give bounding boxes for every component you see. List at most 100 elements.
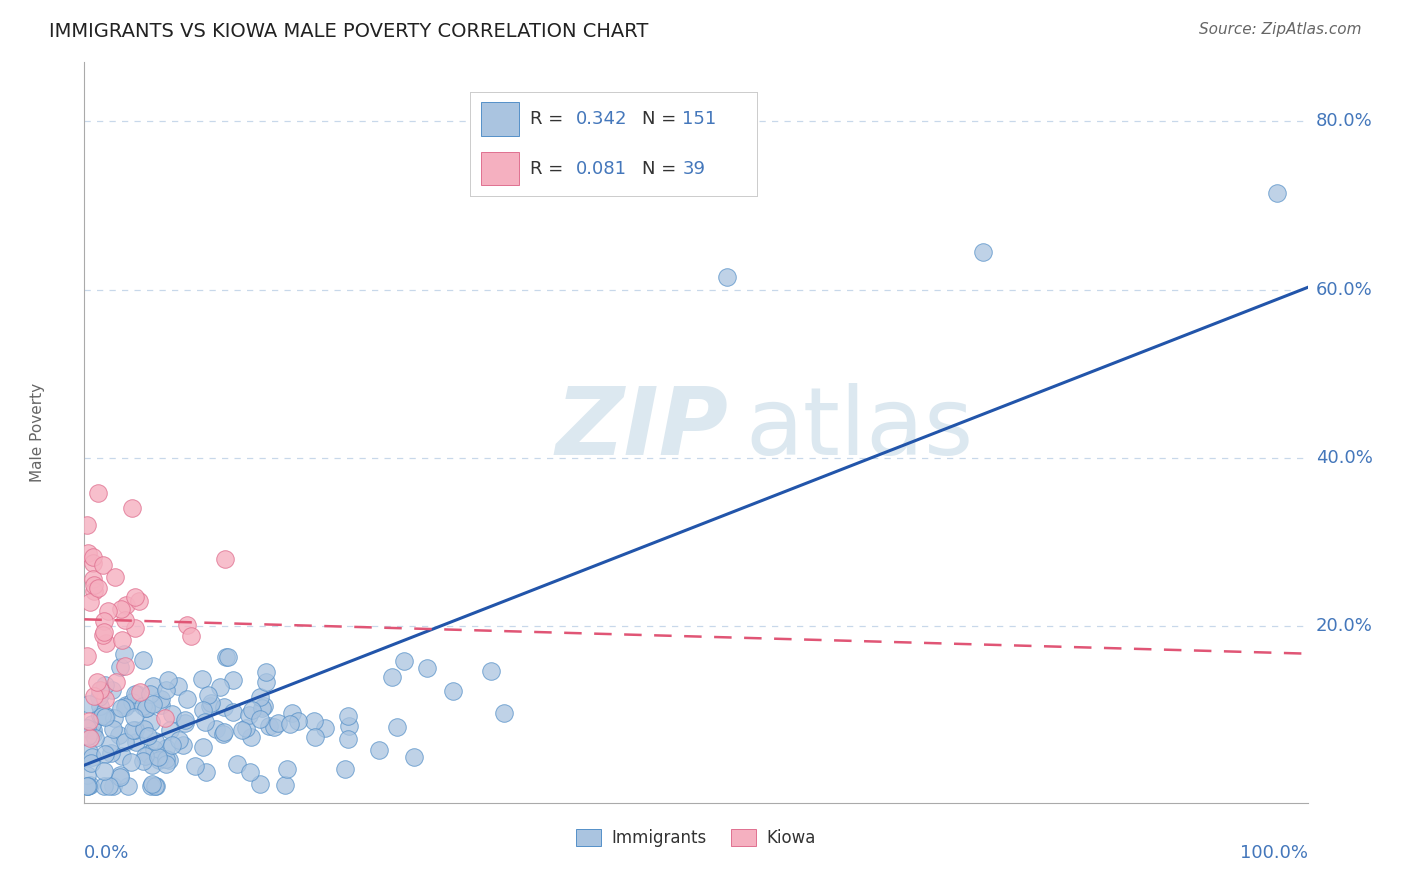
Point	[76, 721, 98, 735]
Text: 20.0%: 20.0%	[1316, 617, 1372, 635]
Point	[267, 715, 290, 730]
Point	[240, 703, 263, 717]
Point	[716, 270, 738, 285]
Point	[103, 723, 125, 737]
Point	[387, 720, 409, 734]
Point	[89, 708, 111, 723]
Point	[110, 602, 132, 616]
Text: IMMIGRANTS VS KIOWA MALE POVERTY CORRELATION CHART: IMMIGRANTS VS KIOWA MALE POVERTY CORRELA…	[49, 22, 648, 41]
Text: 80.0%: 80.0%	[1316, 112, 1372, 130]
Point	[214, 552, 236, 566]
Point	[184, 759, 207, 773]
Point	[83, 689, 105, 703]
Point	[90, 686, 112, 700]
Point	[127, 687, 149, 701]
Text: Male Poverty: Male Poverty	[31, 383, 45, 483]
Text: ZIP: ZIP	[555, 383, 728, 475]
Point	[120, 755, 142, 769]
Point	[381, 670, 404, 684]
Point	[124, 621, 146, 635]
Point	[159, 723, 181, 737]
Point	[76, 779, 98, 793]
Point	[176, 618, 198, 632]
Point	[155, 756, 177, 771]
Point	[76, 518, 98, 533]
Point	[174, 716, 197, 731]
Point	[148, 753, 170, 767]
Point	[76, 779, 98, 793]
Point	[281, 706, 304, 720]
Point	[124, 723, 146, 738]
Point	[141, 777, 163, 791]
Point	[132, 653, 155, 667]
Point	[115, 698, 138, 713]
Point	[108, 660, 131, 674]
Point	[136, 747, 159, 762]
Point	[134, 723, 156, 737]
Point	[103, 711, 125, 725]
Point	[254, 675, 277, 690]
Point	[112, 647, 135, 661]
Point	[94, 678, 117, 692]
Point	[250, 701, 273, 715]
Point	[287, 714, 309, 729]
Point	[82, 723, 104, 737]
Point	[139, 687, 162, 701]
Point	[139, 779, 162, 793]
Point	[222, 673, 245, 687]
Point	[249, 690, 271, 705]
Point	[108, 770, 131, 784]
Point	[84, 731, 107, 745]
Point	[114, 734, 136, 748]
Point	[217, 649, 239, 664]
Point	[77, 714, 100, 729]
Point	[108, 768, 131, 782]
Point	[80, 717, 103, 731]
Point	[82, 572, 104, 586]
Point	[441, 684, 464, 698]
Text: Source: ZipAtlas.com: Source: ZipAtlas.com	[1198, 22, 1361, 37]
Point	[479, 665, 502, 679]
Point	[89, 690, 111, 705]
Point	[124, 590, 146, 604]
Point	[153, 711, 176, 725]
Point	[89, 683, 111, 698]
Point	[79, 595, 101, 609]
Point	[79, 731, 101, 745]
Point	[114, 658, 136, 673]
Point	[212, 700, 235, 714]
Point	[180, 629, 202, 643]
Point	[249, 712, 271, 726]
Point	[89, 699, 111, 714]
Point	[155, 752, 177, 766]
Point	[98, 737, 121, 751]
Point	[101, 779, 124, 793]
Point	[93, 624, 115, 639]
Point	[200, 696, 222, 710]
Point	[93, 779, 115, 793]
Point	[146, 750, 169, 764]
Point	[93, 710, 115, 724]
Legend: Immigrants, Kiowa: Immigrants, Kiowa	[569, 822, 823, 854]
Point	[142, 679, 165, 693]
Point	[240, 730, 263, 744]
Point	[110, 701, 132, 715]
Point	[122, 723, 145, 737]
Point	[129, 685, 152, 699]
Point	[1265, 186, 1288, 200]
Point	[79, 778, 101, 792]
Point	[337, 718, 360, 732]
Point	[114, 599, 136, 613]
Point	[104, 570, 127, 584]
Point	[149, 698, 172, 712]
Point	[160, 739, 183, 753]
Point	[157, 673, 180, 687]
Point	[222, 705, 245, 719]
Point	[145, 734, 167, 748]
Point	[132, 754, 155, 768]
Point	[114, 699, 136, 714]
Point	[194, 715, 217, 730]
Point	[235, 722, 257, 736]
Point	[93, 764, 115, 779]
Point	[231, 723, 253, 737]
